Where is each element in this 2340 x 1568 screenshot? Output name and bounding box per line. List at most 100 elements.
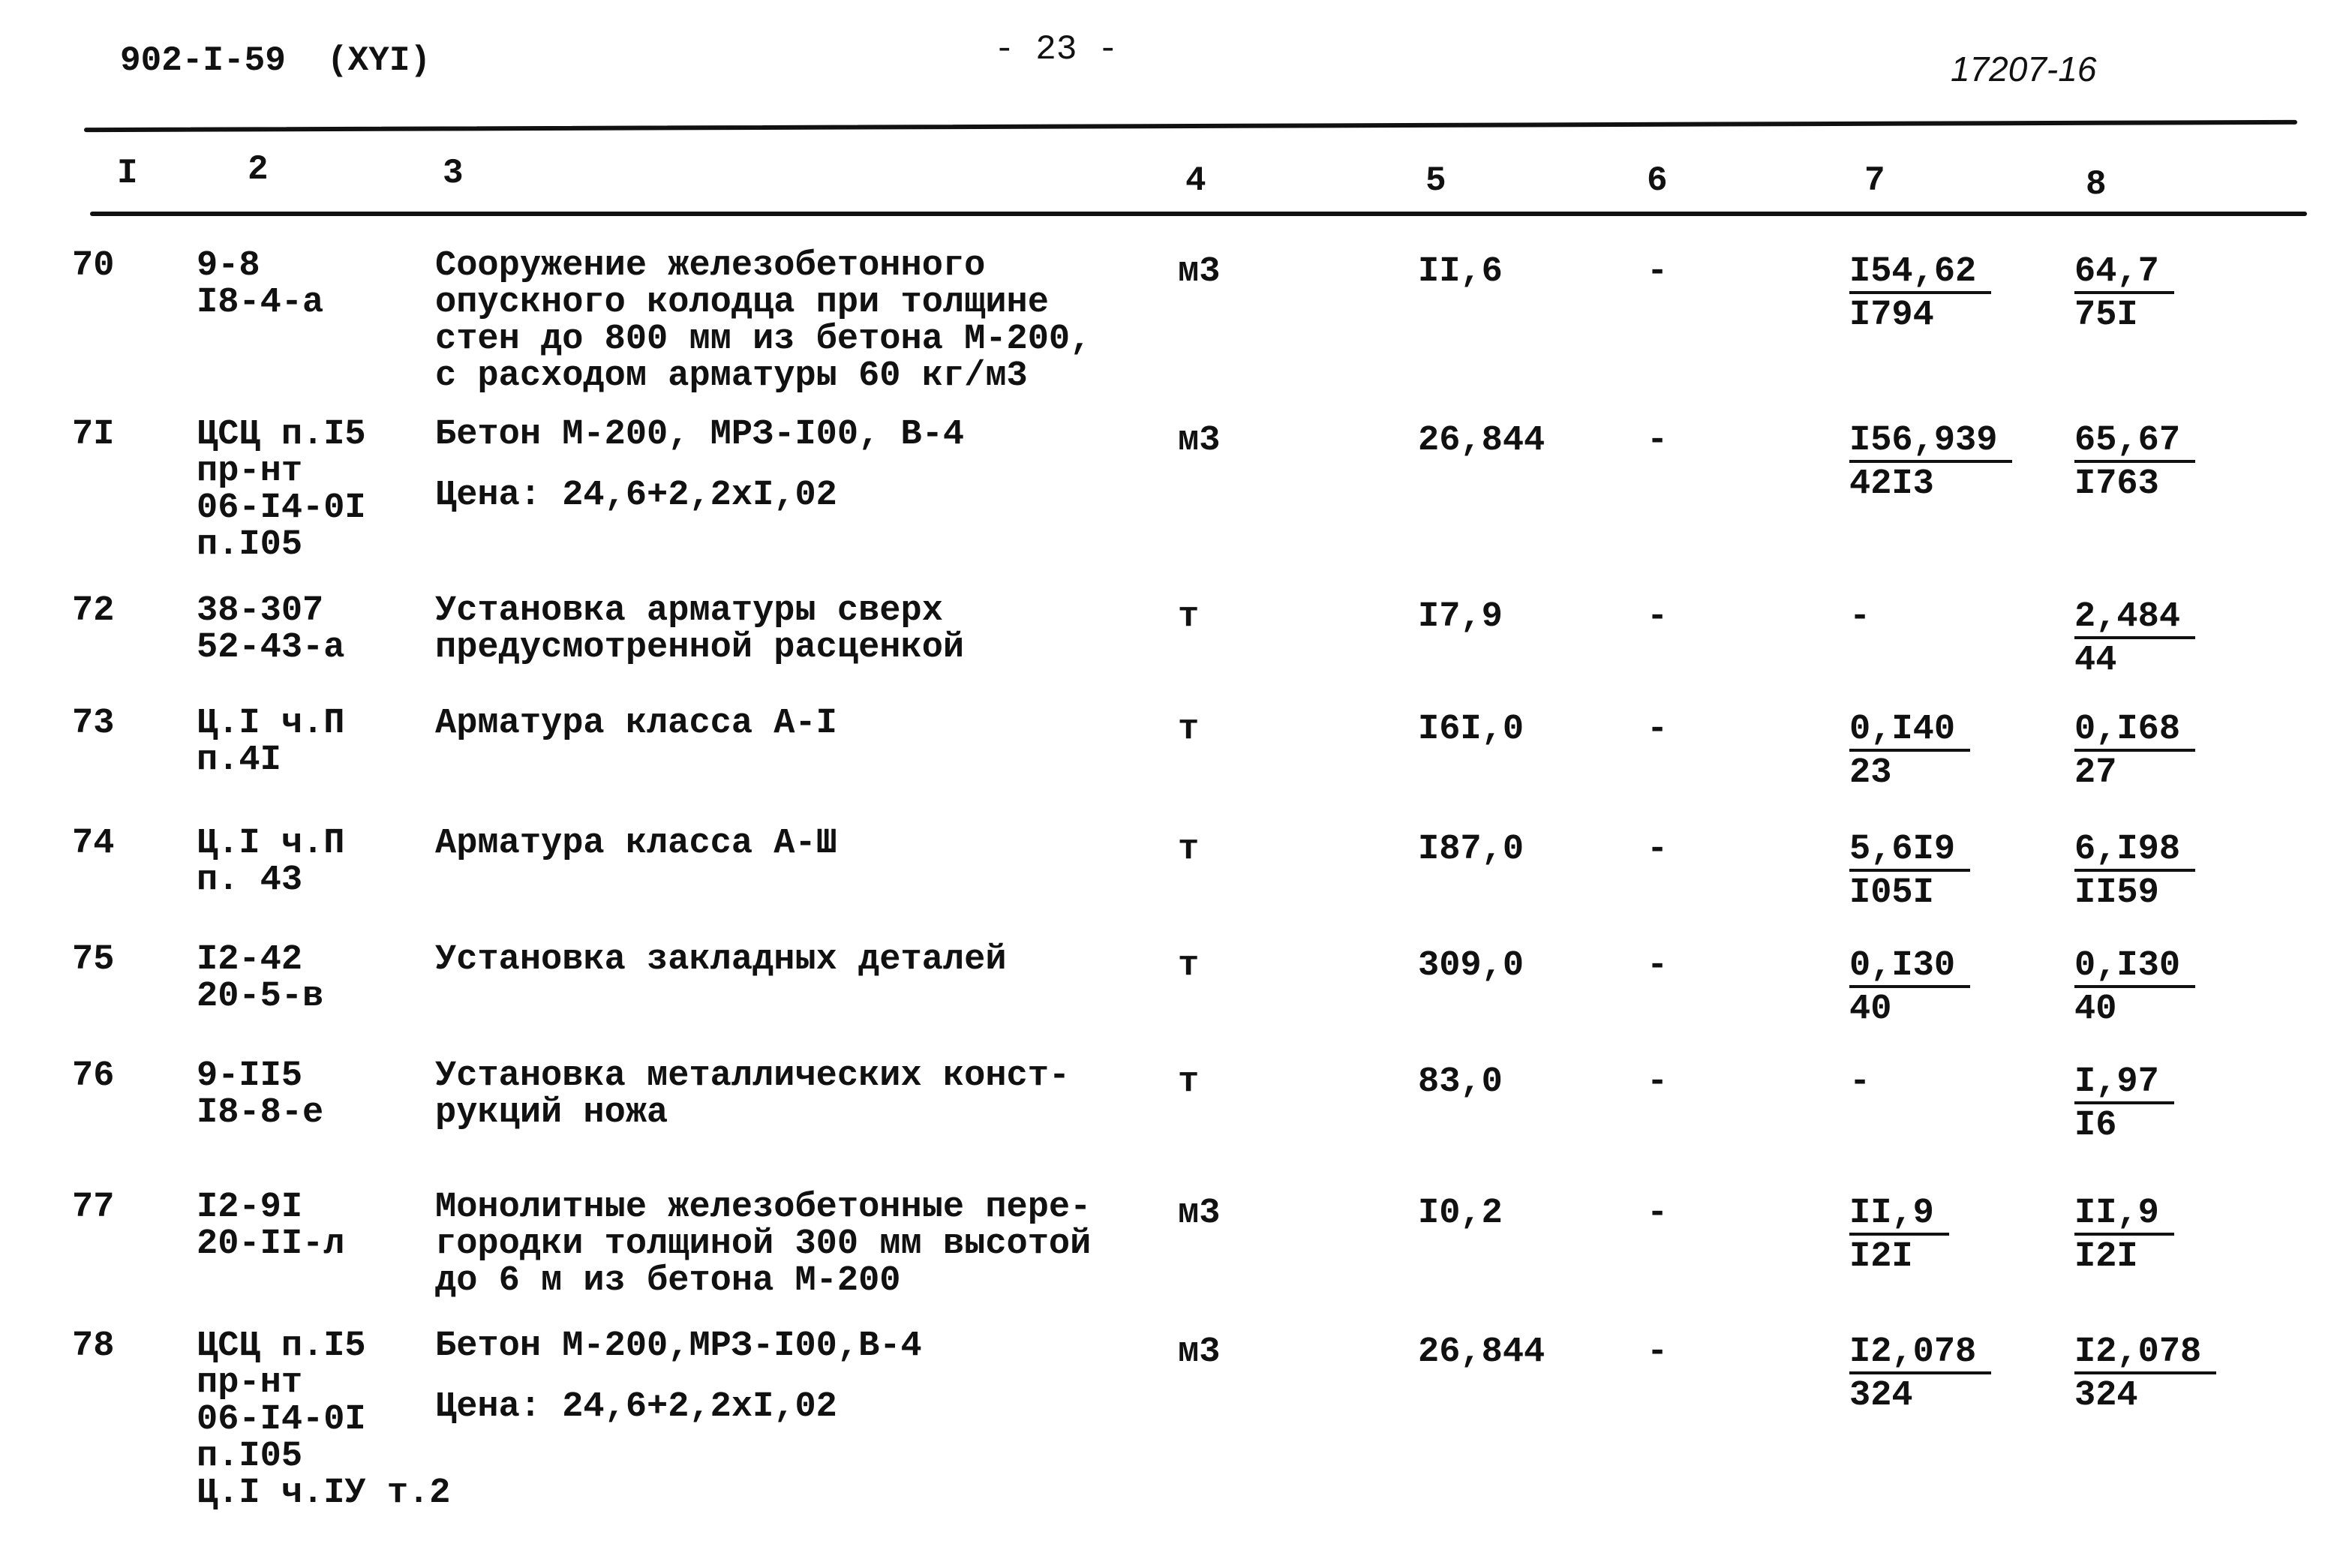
cost-denominator: 40 (1849, 990, 1892, 1029)
unit-cost: 5,6I9 I05I (1849, 831, 1971, 915)
cost-numerator: I2,078 (1849, 1334, 1992, 1374)
rate-code: I2-42 20-5-в (197, 942, 323, 1015)
quantity: 309,0 (1418, 946, 1524, 986)
work-description: Бетон М-200, МРЗ-I00, В-4 Цена: 24,6+2,2x… (435, 416, 964, 514)
rate-code-line: 20-5-в (197, 977, 324, 1017)
cost-numerator: 65,67 (2074, 422, 2196, 463)
unit-cost: I2,078 324 (1849, 1334, 1992, 1418)
description-line: Установка арматуры сверх (435, 591, 943, 631)
rate-code: ЦСЦ п.I5 пр-нт 06-I4-0I п.I05 Ц.I ч.IУ т.2 (197, 1328, 450, 1512)
quantity: 26,844 (1418, 421, 1545, 461)
cost-numerator: II,9 (2074, 1195, 2174, 1236)
rate-code-line: 9-II5 (197, 1056, 303, 1096)
rate-code-line: п.I05 (197, 1437, 303, 1476)
row-number: 75 (72, 940, 115, 980)
rate-code: ЦСЦ п.I5 пр-нт 06-I4-0I п.I05 (197, 416, 366, 563)
column-header-5: 5 (1425, 161, 1446, 200)
cost-numerator: 64,7 (2074, 254, 2174, 294)
column-6-value: - (1647, 421, 1669, 461)
total-cost: 64,7 75I (2074, 254, 2174, 338)
rate-code-line: 52-43-a (197, 628, 345, 668)
rate-code-line: п.I05 (197, 525, 303, 565)
row-number: 77 (72, 1188, 115, 1227)
column-header-4: 4 (1185, 161, 1206, 200)
cost-denominator: 42I3 (1849, 464, 1934, 504)
row-number: 74 (72, 824, 115, 864)
total-cost: II,9 I2I (2074, 1195, 2174, 1279)
cost-numerator: II,9 (1849, 1195, 1949, 1236)
column-6-value: - (1647, 710, 1669, 749)
column-header-2: 2 (248, 150, 269, 189)
quantity: I7,9 (1418, 597, 1503, 637)
total-cost: 6,I98 II59 (2074, 831, 2196, 915)
cost-numerator: 2,484 (2074, 599, 2196, 639)
description-line: Сооружение железобетонного (435, 246, 986, 286)
rate-code-line: I8-8-e (197, 1093, 324, 1133)
quantity: II,6 (1418, 252, 1503, 292)
column-header-7: 7 (1864, 161, 1885, 200)
cost-numerator: I54,62 (1849, 254, 1992, 294)
unit-cost: I54,62 I794 (1849, 254, 1992, 338)
description-line: с расходом арматуры 60 кг/м3 (435, 356, 1028, 396)
unit: м3 (1178, 421, 1221, 461)
rate-code-line: 9-8 (197, 246, 260, 286)
column-header-6: 6 (1647, 161, 1668, 200)
cost-numerator: I56,939 (1849, 422, 2013, 463)
price-formula-line: Цена: 24,6+2,2xI,02 (435, 1387, 837, 1427)
total-cost: 65,67 I763 (2074, 422, 2196, 506)
rate-code: 9-II5 I8-8-e (197, 1058, 323, 1131)
rate-code-line: I8-4-a (197, 283, 324, 323)
row-number: 78 (72, 1326, 115, 1366)
row-number: 72 (72, 591, 115, 631)
description-line: Бетон М-200,МРЗ-I00,В-4 (435, 1326, 922, 1366)
cost-denominator: 23 (1849, 753, 1892, 793)
page-number: - 23 - (994, 30, 1119, 69)
quantity: 83,0 (1418, 1062, 1503, 1102)
unit-cost: I56,939 42I3 (1849, 422, 2013, 506)
description-line: Монолитные железобетонные пере- (435, 1188, 1092, 1227)
price-formula-line: Цена: 24,6+2,2xI,02 (435, 476, 837, 515)
cost-denominator: I2I (1849, 1237, 1913, 1277)
cost-denominator: 324 (2074, 1376, 2138, 1416)
rate-code: 9-8 I8-4-a (197, 248, 323, 321)
cost-numerator: 0,I30 (1849, 948, 1971, 988)
header-bottom-rule (90, 212, 2307, 216)
rate-code: Ц.I ч.П п. 43 (197, 825, 344, 899)
document-code: 902-I-59 (XYI) (120, 41, 431, 80)
sheet-reference: 17207-16 (1951, 50, 2097, 89)
unit-cost: - (1849, 597, 1871, 637)
rate-code-line: 38-307 (197, 591, 324, 631)
unit: т (1178, 830, 1200, 870)
cost-denominator: I05I (1849, 873, 1934, 913)
rate-code-line: п. 43 (197, 861, 303, 900)
rate-code-line: пр-нт (197, 452, 303, 491)
cost-denominator: 44 (2074, 641, 2117, 680)
column-header-8: 8 (2086, 165, 2107, 204)
work-description: Бетон М-200,МРЗ-I00,В-4 Цена: 24,6+2,2xI,… (435, 1328, 922, 1425)
cost-denominator: II59 (2074, 873, 2159, 913)
work-description: Установка арматуры сверх предусмотренной … (435, 593, 964, 666)
unit-cost: - (1849, 1062, 1871, 1102)
unit: т (1178, 597, 1200, 637)
description-line: Бетон М-200, МРЗ-I00, В-4 (435, 415, 965, 455)
cost-denominator: 40 (2074, 990, 2117, 1029)
cost-numerator: 0,I68 (2074, 711, 2196, 752)
cost-numerator: 5,6I9 (1849, 831, 1971, 872)
work-description: Сооружение железобетонного опускного коло… (435, 248, 1091, 395)
column-header-1: I (117, 154, 138, 193)
rate-code-line: Ц.I ч.П (197, 824, 345, 864)
cost-denominator: I6 (2074, 1106, 2117, 1146)
cost-numerator: I2,078 (2074, 1334, 2217, 1374)
description-line: предусмотренной расценкой (435, 628, 965, 668)
quantity: 26,844 (1418, 1332, 1545, 1372)
rate-code-line: 06-I4-0I (197, 1400, 366, 1440)
total-cost: I,97 I6 (2074, 1064, 2174, 1148)
column-6-value: - (1647, 252, 1669, 292)
rate-code: 38-307 52-43-a (197, 593, 344, 666)
cost-denominator: I763 (2074, 464, 2159, 504)
description-line: городки толщиной 300 мм высотой (435, 1224, 1092, 1264)
cost-denominator: 324 (1849, 1376, 1913, 1416)
row-number: 7I (72, 415, 115, 455)
column-6-value: - (1647, 830, 1669, 870)
quantity: I6I,0 (1418, 710, 1524, 749)
